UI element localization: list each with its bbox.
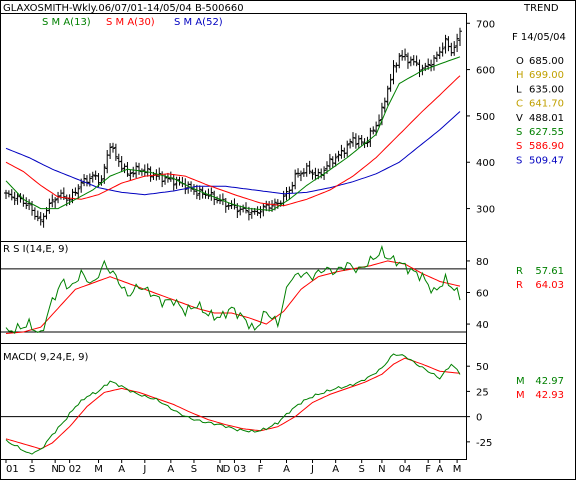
rsi-panel-frame <box>0 241 467 344</box>
x-tick-label: N <box>51 464 58 475</box>
x-tick-label: A <box>283 464 290 475</box>
x-tick-label: A <box>118 464 125 475</box>
x-tick-label: J <box>310 464 314 475</box>
x-axis: 01 S ND 02 M A J A S ND 03 F A J A S N 04 F A M <box>5 459 462 475</box>
macd-signal-line <box>5 357 461 450</box>
readout-label: C <box>516 99 523 110</box>
readout-label: S <box>516 141 522 152</box>
macd-readout-label: M <box>516 376 525 387</box>
readout-value: 509.47 <box>529 155 564 166</box>
readout-value: 488.01 <box>529 113 564 124</box>
readout-value: 635.00 <box>529 84 564 95</box>
rsi-ytick-label: 80 <box>476 257 489 268</box>
price-ytick-label: 400 <box>476 158 495 169</box>
readout-label: V <box>516 113 523 124</box>
rsi-ytick-label: 60 <box>476 289 489 300</box>
readout-value: 699.00 <box>529 70 564 81</box>
x-tick-label: A <box>436 464 443 475</box>
x-tick-label: D 03 <box>223 464 247 475</box>
readout-label: S <box>516 127 522 138</box>
price-ytick-label: 700 <box>476 19 495 30</box>
macd-readout-label: M <box>516 390 525 401</box>
macd-legend: MACD( 9,24,E, 9) <box>3 352 89 363</box>
rsi-signal-line <box>5 260 461 334</box>
rsi-panel: R S I(14,E, 9) 40 60 80 R 57.61 R 64.03 <box>0 244 564 335</box>
rsi-line <box>5 244 461 335</box>
x-tick-label: M <box>453 464 462 475</box>
x-tick-label: A <box>167 464 174 475</box>
x-tick-label: F <box>425 464 431 475</box>
x-tick-label: 01 <box>6 464 19 475</box>
x-tick-label: 04 <box>399 464 412 475</box>
mode-label: TREND <box>523 3 559 14</box>
readout-date: F 14/05/04 <box>512 32 566 43</box>
price-ytick-label: 600 <box>476 66 495 77</box>
readout-value: 627.55 <box>529 127 564 138</box>
legend-52: S M A(52) <box>174 17 223 28</box>
sma30-line <box>5 75 461 207</box>
macd-ytick-label: 50 <box>476 362 489 373</box>
rsi-ytick-label: 40 <box>476 320 489 331</box>
sma52-line <box>5 111 461 196</box>
sma13-line <box>5 56 461 211</box>
x-tick-label: S <box>191 464 197 475</box>
x-tick-label: S <box>29 464 35 475</box>
macd-readout-value: 42.93 <box>535 390 564 401</box>
macd-readout-value: 42.97 <box>535 376 564 387</box>
readout-label: H <box>516 70 524 81</box>
macd-ytick-label: 25 <box>476 387 489 398</box>
macd-ytick-label: 0 <box>476 413 482 424</box>
readout-label: S <box>516 155 522 166</box>
macd-line <box>5 353 461 455</box>
x-tick-label: J <box>142 464 146 475</box>
price-ytick-label: 500 <box>476 112 495 123</box>
readout-value: 586.90 <box>529 141 564 152</box>
x-tick-label: M <box>94 464 103 475</box>
readout-label: O <box>516 56 524 67</box>
price-ytick-label: 300 <box>476 205 495 216</box>
rsi-readout-label: R <box>516 280 523 291</box>
readout-value: 685.00 <box>529 56 564 67</box>
x-tick-label: S <box>359 464 365 475</box>
rsi-readout-label: R <box>516 266 523 277</box>
legend-30: S M A(30) <box>106 17 155 28</box>
macd-ytick-label: -25 <box>476 438 492 449</box>
rsi-readout-value: 57.61 <box>535 266 564 277</box>
x-tick-label: A <box>332 464 339 475</box>
readout-label: L <box>516 84 522 95</box>
x-tick-label: N <box>378 464 385 475</box>
readout-value: 641.70 <box>529 99 564 110</box>
legend-13: S M A(13) <box>42 17 91 28</box>
macd-panel: MACD( 9,24,E, 9) -25 0 25 50 M 42.97 M 42.93 <box>0 352 564 455</box>
rsi-legend: R S I(14,E, 9) <box>3 244 68 255</box>
x-tick-label: F <box>258 464 264 475</box>
price-panel: S M A(13) S M A(30) S M A(52) 300 400 500 600 7… <box>4 17 566 228</box>
x-tick-label: D 02 <box>58 464 82 475</box>
chart-title: GLAXOSMITH-Wkly.06/07/01-14/05/04 B-5006… <box>3 3 244 14</box>
price-panel-frame <box>0 13 467 242</box>
x-tick-label: N <box>216 464 223 475</box>
rsi-readout-value: 64.03 <box>535 280 564 291</box>
